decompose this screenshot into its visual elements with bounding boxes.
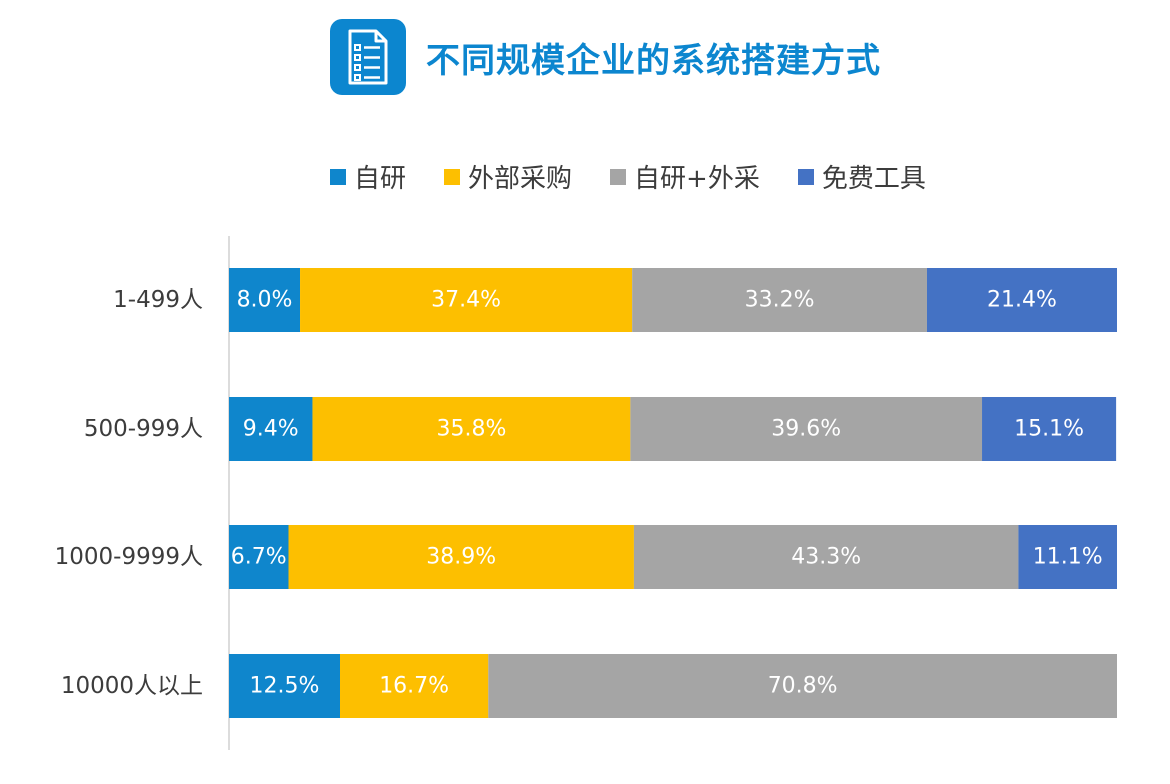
legend-item-self-dev: 自研 (330, 158, 406, 195)
data-label: 6.7% (231, 545, 287, 570)
bar-segment (488, 654, 1117, 718)
chart-legend: 自研 外部采购 自研+外采 免费工具 (330, 158, 964, 195)
category-label: 1000-9999人 (55, 544, 203, 570)
data-label: 11.1% (1033, 545, 1103, 570)
bar-segment (633, 525, 1019, 589)
legend-label: 自研+外采 (634, 164, 760, 194)
legend-label: 免费工具 (821, 164, 926, 194)
data-label: 16.7% (379, 674, 449, 699)
bar-segment (340, 654, 489, 718)
data-label: 9.4% (243, 417, 299, 442)
data-label: 43.3% (791, 545, 861, 570)
category-label: 1-499人 (113, 287, 203, 313)
bar-segment (312, 397, 631, 461)
data-label: 39.6% (771, 417, 841, 442)
chart-header: 不同规模企业的系统搭建方式 (330, 18, 881, 96)
bar-segment (229, 268, 301, 332)
legend-item-hybrid: 自研+外采 (610, 158, 760, 195)
bar-segment (632, 268, 927, 332)
data-label: 70.8% (768, 674, 838, 699)
legend-swatch (797, 168, 814, 185)
data-label: 37.4% (431, 288, 501, 313)
data-label: 35.8% (436, 417, 506, 442)
bar-segment (229, 525, 289, 589)
data-label: 21.4% (987, 288, 1057, 313)
legend-swatch (330, 168, 346, 185)
bar-segment (288, 525, 634, 589)
data-label: 15.1% (1014, 417, 1084, 442)
document-list-icon (330, 19, 406, 95)
legend-item-free-tools: 免费工具 (797, 158, 926, 195)
bar-segment (630, 397, 983, 461)
bar-segment (926, 268, 1117, 332)
chart-title: 不同规模企业的系统搭建方式 (426, 40, 881, 81)
data-label: 12.5% (250, 674, 320, 699)
legend-label: 自研 (354, 164, 407, 194)
bar-segment (982, 397, 1117, 461)
bar-segment (300, 268, 633, 332)
legend-swatch (610, 168, 627, 185)
data-label: 8.0% (237, 288, 293, 313)
bar-segment (229, 397, 313, 461)
bar-segment (229, 654, 340, 718)
category-label: 10000人以上 (61, 673, 203, 699)
bar-segment (1018, 525, 1117, 589)
data-label: 38.9% (426, 545, 496, 570)
legend-label: 外部采购 (468, 164, 573, 194)
legend-swatch (444, 168, 461, 185)
legend-item-external-purchase: 外部采购 (444, 158, 572, 195)
category-label: 500-999人 (84, 416, 203, 442)
data-label: 33.2% (745, 288, 815, 313)
